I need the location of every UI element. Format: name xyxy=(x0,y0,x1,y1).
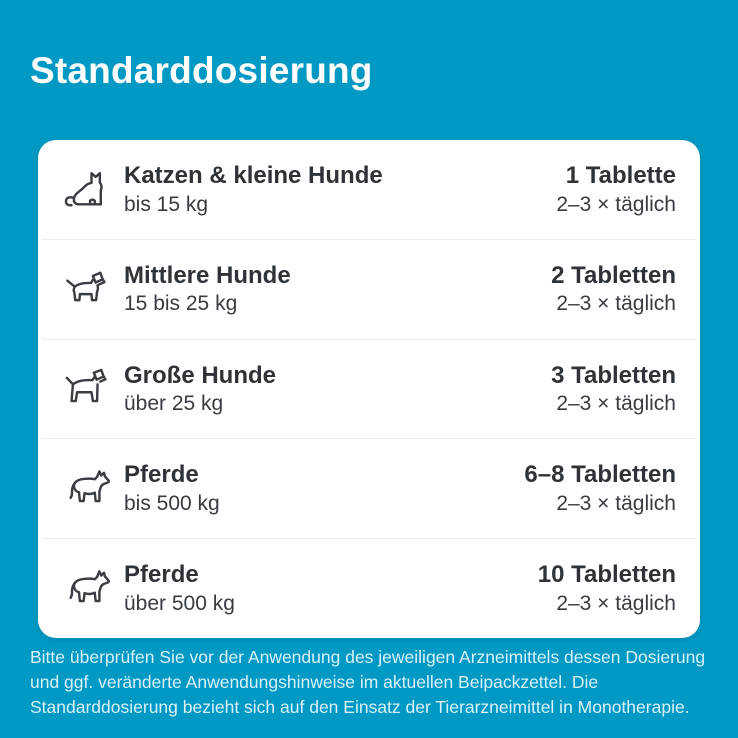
dosage-row-medium-dogs: Mittlere Hunde 15 bis 25 kg 2 Tabletten … xyxy=(42,240,696,340)
dosage-row-cats-small-dogs: Katzen & kleine Hunde bis 15 kg 1 Tablet… xyxy=(42,140,696,240)
animal-weight: bis 15 kg xyxy=(124,192,209,216)
dose-amount: 3 Tabletten xyxy=(551,361,676,389)
animal-info: Pferde über 500 kg xyxy=(124,561,538,616)
horse-icon xyxy=(58,466,112,512)
animal-name: Katzen & kleine Hunde xyxy=(124,162,383,189)
page-title: Standarddosierung xyxy=(30,50,373,91)
dose-amount: 2 Tabletten xyxy=(551,261,676,289)
dosage-row-horses-light: Pferde bis 500 kg 6–8 Tabletten 2–3 × tä… xyxy=(42,439,696,540)
animal-weight: 15 bis 25 kg xyxy=(124,292,238,316)
dose-amount: 6–8 Tabletten xyxy=(524,461,676,489)
animal-weight: über 25 kg xyxy=(124,392,224,416)
dosage-card: Katzen & kleine Hunde bis 15 kg 1 Tablet… xyxy=(38,140,700,638)
dose-info: 6–8 Tabletten 2–3 × täglich xyxy=(524,461,676,516)
animal-info: Große Hunde über 25 kg xyxy=(124,362,551,417)
animal-name: Pferde xyxy=(124,561,199,589)
cat-icon xyxy=(58,166,112,212)
dose-frequency: 2–3 × täglich xyxy=(556,491,676,515)
animal-info: Katzen & kleine Hunde bis 15 kg xyxy=(124,162,556,217)
animal-weight: bis 500 kg xyxy=(124,491,220,515)
large-dog-icon xyxy=(58,366,112,412)
dosage-row-horses-heavy: Pferde über 500 kg 10 Tabletten 2–3 × tä… xyxy=(42,539,696,638)
animal-name: Große Hunde xyxy=(124,361,277,389)
dose-amount: 1 Tablette xyxy=(565,162,676,189)
dose-info: 2 Tabletten 2–3 × täglich xyxy=(551,262,676,317)
animal-weight: über 500 kg xyxy=(124,591,235,615)
animal-name: Mittlere Hunde xyxy=(124,261,291,289)
dose-info: 10 Tabletten 2–3 × täglich xyxy=(538,561,676,616)
animal-info: Pferde bis 500 kg xyxy=(124,461,524,516)
dose-frequency: 2–3 × täglich xyxy=(556,392,676,416)
small-dog-icon xyxy=(58,266,112,312)
horse-icon xyxy=(58,566,112,612)
dose-frequency: 2–3 × täglich xyxy=(556,591,676,615)
animal-info: Mittlere Hunde 15 bis 25 kg xyxy=(124,262,551,317)
dose-frequency: 2–3 × täglich xyxy=(556,292,676,316)
dose-amount: 10 Tabletten xyxy=(537,561,676,589)
dose-info: 3 Tabletten 2–3 × täglich xyxy=(551,362,676,417)
dose-frequency: 2–3 × täglich xyxy=(556,192,676,216)
animal-name: Pferde xyxy=(124,461,199,489)
disclaimer-text: Bitte überprüfen Sie vor der Anwendung d… xyxy=(30,647,706,717)
dosage-row-large-dogs: Große Hunde über 25 kg 3 Tabletten 2–3 ×… xyxy=(42,340,696,440)
dose-info: 1 Tablette 2–3 × täglich xyxy=(556,162,676,217)
